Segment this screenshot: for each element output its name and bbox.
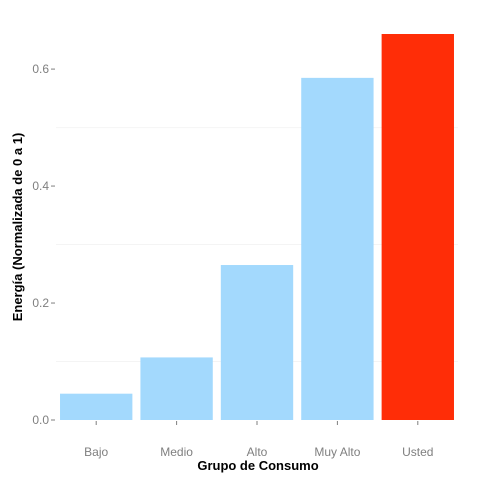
x-tick-label: Bajo — [84, 445, 108, 459]
x-axis-title: Grupo de Consumo — [197, 458, 318, 473]
x-tick-label: Usted — [402, 445, 433, 459]
y-axis-title: Energía (Normalizada de 0 a 1) — [10, 133, 25, 322]
bar-muy-alto — [301, 77, 374, 420]
y-tick-label: 0.4 — [32, 179, 49, 193]
y-tick-label: 0.6 — [32, 62, 49, 76]
x-tick-label: Medio — [160, 445, 193, 459]
bar-bajo — [60, 393, 133, 420]
bar-usted — [381, 34, 454, 420]
bars-layer — [60, 34, 454, 420]
x-tick-label: Muy Alto — [314, 445, 360, 459]
y-axis: 0.0 0.2 0.4 0.6 — [32, 62, 55, 427]
x-axis: Bajo Medio Alto Muy Alto Usted — [84, 421, 433, 459]
bar-medio — [140, 357, 213, 420]
y-tick-label: 0.0 — [32, 413, 49, 427]
x-tick-label: Alto — [247, 445, 268, 459]
bar-alto — [220, 265, 294, 420]
y-tick-label: 0.2 — [32, 296, 49, 310]
